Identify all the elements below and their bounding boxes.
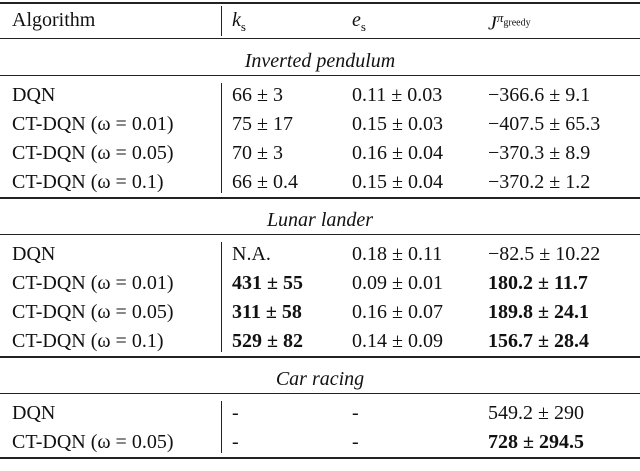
row-label: CT-DQN (ω = 0.05) — [12, 301, 174, 323]
row-label: CT-DQN (ω = 0.05) — [12, 431, 174, 453]
cell: −82.5 ± 10.22 — [488, 243, 601, 265]
header-cell: es — [352, 8, 366, 39]
rule — [0, 234, 640, 235]
rule — [0, 75, 640, 76]
cell: 0.16 ± 0.04 — [352, 142, 443, 164]
header-sup-main: π — [496, 10, 504, 25]
cell: −407.5 ± 65.3 — [488, 113, 601, 135]
header-cell: Algorithm — [12, 9, 96, 31]
header-sup: πgreedy — [496, 10, 531, 29]
top-rule — [0, 2, 640, 4]
header-main: J — [488, 12, 497, 35]
section-title: Car racing — [275, 368, 365, 390]
row-label: CT-DQN (ω = 0.01) — [12, 113, 174, 135]
cell: 549.2 ± 290 — [488, 402, 584, 424]
cell: 180.2 ± 11.7 — [488, 272, 588, 294]
rule — [0, 393, 640, 394]
header-sup-sub: greedy — [503, 17, 531, 29]
row-label: DQN — [12, 243, 56, 265]
cell: −370.2 ± 1.2 — [488, 171, 591, 193]
cell: 0.15 ± 0.03 — [352, 113, 443, 135]
cell: 0.15 ± 0.04 — [352, 171, 443, 193]
column-divider — [221, 242, 222, 352]
cell: 66 ± 3 — [232, 84, 283, 106]
row-label: CT-DQN (ω = 0.1) — [12, 330, 164, 352]
header-sub: s — [240, 19, 246, 34]
cell: 728 ± 294.5 — [488, 431, 584, 453]
cell: - — [352, 402, 359, 424]
rule — [0, 38, 640, 39]
cell: 0.16 ± 0.07 — [352, 301, 443, 323]
row-label: DQN — [12, 84, 56, 106]
cell: 0.14 ± 0.09 — [352, 330, 443, 352]
cell: 431 ± 55 — [232, 272, 303, 294]
cell: N.A. — [232, 243, 271, 265]
cell: - — [352, 431, 359, 453]
cell: 311 ± 58 — [232, 301, 302, 323]
column-divider — [221, 401, 222, 453]
header-main: k — [232, 9, 241, 31]
cell: −366.6 ± 9.1 — [488, 84, 591, 106]
bottom-rule — [0, 457, 640, 459]
rule — [0, 197, 640, 199]
section-title: Lunar lander — [266, 209, 374, 231]
row-label: CT-DQN (ω = 0.05) — [12, 142, 174, 164]
header-main: e — [352, 9, 361, 31]
cell: - — [232, 431, 239, 453]
row-label: CT-DQN (ω = 0.1) — [12, 171, 164, 193]
cell: 0.18 ± 0.11 — [352, 243, 443, 265]
header-sub: s — [360, 19, 366, 34]
cell: 66 ± 0.4 — [232, 171, 298, 193]
cell: 156.7 ± 28.4 — [488, 330, 589, 352]
cell: 529 ± 82 — [232, 330, 303, 352]
cell: 0.09 ± 0.01 — [352, 272, 443, 294]
rule — [0, 356, 640, 358]
cell: 189.8 ± 24.1 — [488, 301, 589, 323]
column-divider — [221, 83, 222, 193]
cell: −370.3 ± 8.9 — [488, 142, 591, 164]
cell: 0.11 ± 0.03 — [352, 84, 443, 106]
header-cell: Jπgreedy — [488, 6, 531, 36]
row-label: DQN — [12, 402, 56, 424]
row-label: CT-DQN (ω = 0.01) — [12, 272, 174, 294]
header-cell: ks — [232, 8, 246, 39]
section-title: Inverted pendulum — [244, 50, 396, 72]
column-divider — [221, 6, 222, 36]
cell: 75 ± 17 — [232, 113, 293, 135]
cell: - — [232, 402, 239, 424]
cell: 70 ± 3 — [232, 142, 283, 164]
